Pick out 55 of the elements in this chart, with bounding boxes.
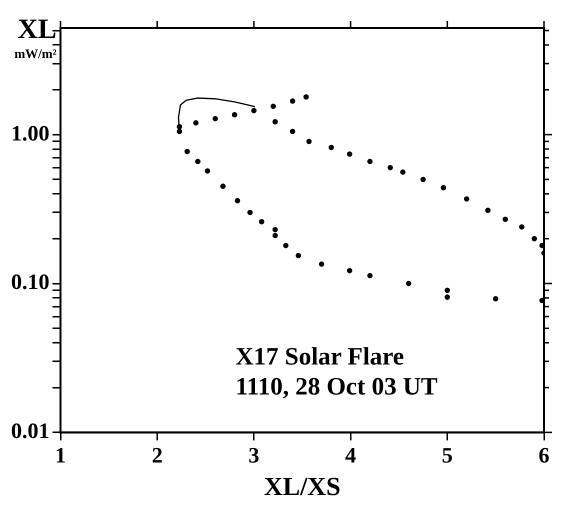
annotation: X17 Solar Flare [236, 343, 404, 370]
point [440, 185, 446, 190]
point [234, 198, 240, 204]
point [306, 138, 312, 144]
point [184, 148, 190, 154]
point [290, 98, 296, 104]
x-tick-label: 2 [152, 442, 163, 468]
point [193, 120, 199, 126]
point [318, 261, 324, 267]
y-axis-title: XL mW/m² [14, 14, 57, 61]
x-tick-label: 3 [248, 442, 260, 468]
point [303, 94, 309, 100]
annotation: 1110, 28 Oct 03 UT [236, 373, 438, 400]
point [247, 210, 253, 216]
x-tick-label: 6 [538, 442, 550, 468]
point [283, 242, 289, 248]
point [400, 169, 406, 175]
point [519, 224, 524, 230]
point [406, 280, 412, 286]
point [296, 252, 302, 258]
x-tick-label: 5 [442, 442, 453, 468]
point [290, 128, 296, 134]
point [492, 296, 498, 302]
point [176, 128, 182, 134]
y-tick-label: 1.00 [11, 120, 50, 146]
point [220, 184, 226, 189]
point [204, 168, 210, 174]
point [444, 288, 450, 294]
point [464, 196, 470, 202]
y-tick-label: 0.01 [11, 418, 50, 444]
point [195, 158, 201, 164]
point [346, 151, 352, 157]
point [502, 216, 508, 222]
point [272, 232, 278, 238]
point [212, 116, 218, 122]
point [328, 144, 334, 150]
point [485, 208, 491, 214]
point [251, 108, 257, 114]
point [388, 164, 393, 170]
point [232, 112, 238, 118]
point [258, 219, 264, 224]
x-tick-label: 1 [55, 442, 66, 468]
point [420, 176, 426, 182]
x-axis-title: XL/XS [264, 472, 341, 502]
point [272, 226, 278, 232]
point [176, 124, 182, 130]
point [270, 104, 276, 109]
point [367, 158, 373, 164]
point [367, 272, 373, 278]
y-tick-label: 0.10 [11, 269, 50, 294]
x-tick-label: 4 [345, 442, 356, 468]
point [272, 119, 278, 124]
point [346, 268, 352, 274]
point [444, 294, 450, 300]
point [532, 236, 538, 242]
